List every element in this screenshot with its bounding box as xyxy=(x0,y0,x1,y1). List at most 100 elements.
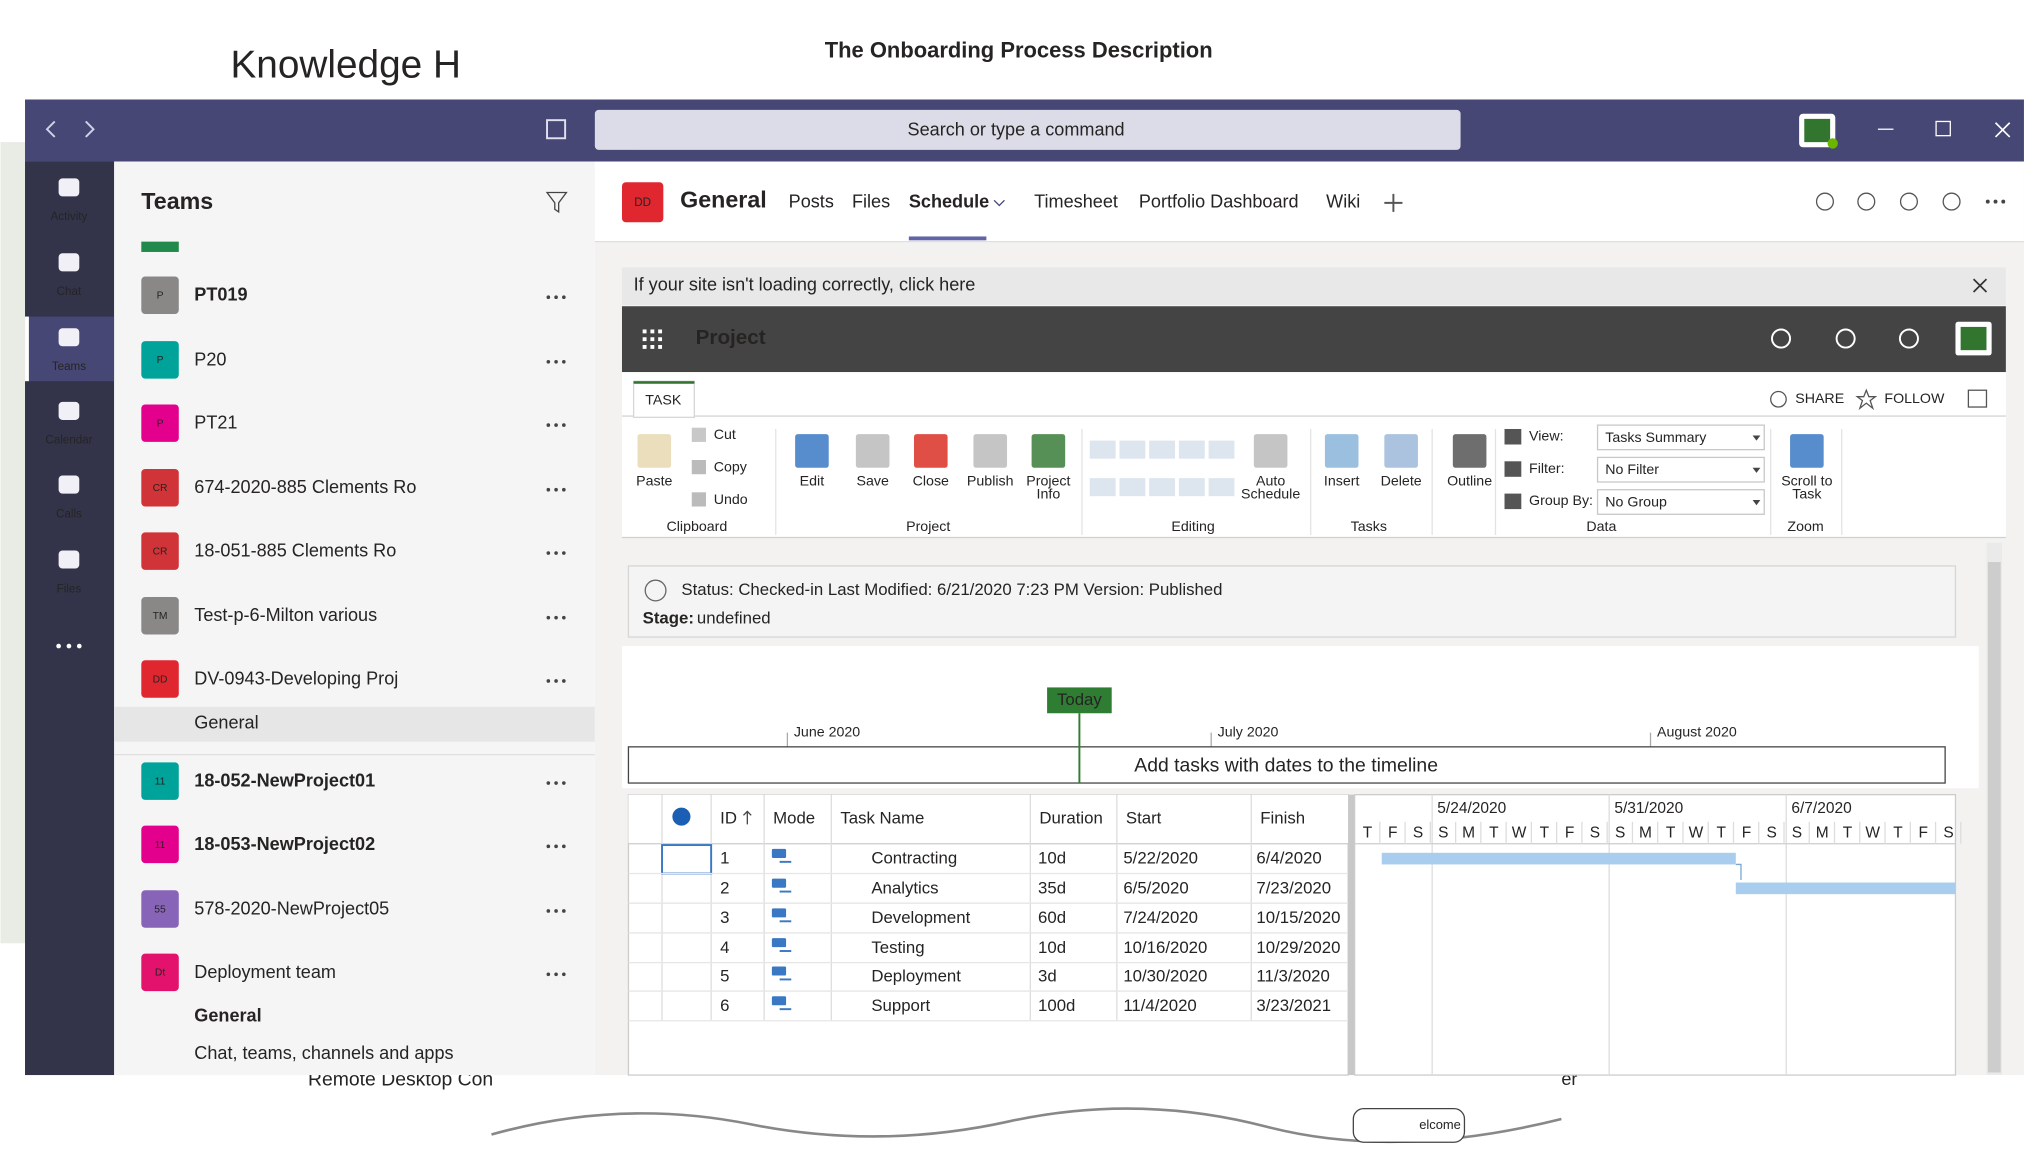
team-more-dot[interactable] xyxy=(546,551,551,555)
team-more-dot[interactable] xyxy=(546,781,551,785)
column-header[interactable]: ID xyxy=(720,809,737,828)
ribbon-button-icon[interactable] xyxy=(795,434,829,468)
team-more-dot[interactable] xyxy=(554,423,558,427)
ribbon-button-label[interactable]: Auto xyxy=(1256,474,1285,490)
search-box[interactable] xyxy=(594,109,1461,150)
team-more-dot[interactable] xyxy=(546,679,551,683)
header-icon[interactable] xyxy=(1857,192,1876,211)
suite-icon[interactable] xyxy=(1835,328,1856,349)
team-more-dot[interactable] xyxy=(562,359,566,364)
team-more-dot[interactable] xyxy=(546,295,551,299)
small-button[interactable]: Undo xyxy=(714,492,748,508)
channel-tab[interactable]: Portfolio Dashboard xyxy=(1139,192,1299,212)
team-more-dot[interactable] xyxy=(554,359,558,364)
banner-close[interactable] xyxy=(1972,278,1988,293)
ribbon-button-label[interactable]: Delete xyxy=(1381,474,1422,490)
team-more-dot[interactable] xyxy=(562,295,566,299)
ribbon-button-icon[interactable] xyxy=(1031,434,1066,468)
header-more-dot[interactable] xyxy=(1993,199,1998,204)
column-header[interactable]: Finish xyxy=(1260,809,1305,828)
team-more-dot[interactable] xyxy=(554,909,558,913)
waffle-dot[interactable] xyxy=(650,345,655,349)
team-more-dot[interactable] xyxy=(554,972,558,977)
rail-more-dot[interactable] xyxy=(56,643,61,649)
suite-icon[interactable] xyxy=(1771,328,1792,349)
channel-tab[interactable]: Posts xyxy=(789,192,834,212)
rail-icon[interactable] xyxy=(58,401,80,420)
nav-forward[interactable] xyxy=(85,120,95,138)
channel-tab[interactable]: Schedule xyxy=(909,192,989,212)
header-more-dot[interactable] xyxy=(2001,199,2006,204)
waffle-dot[interactable] xyxy=(642,329,647,334)
channel-tab[interactable]: Timesheet xyxy=(1034,192,1118,212)
ribbon-button-label[interactable]: Insert xyxy=(1324,474,1360,490)
team-more-dot[interactable] xyxy=(562,615,566,620)
banner-text[interactable]: If your site isn't loading correctly, cl… xyxy=(634,274,976,294)
header-icon[interactable] xyxy=(1942,192,1961,211)
team-more-dot[interactable] xyxy=(554,487,558,492)
column-header[interactable]: Start xyxy=(1126,809,1162,828)
team-more-dot[interactable] xyxy=(562,909,566,913)
dropdown[interactable] xyxy=(1596,424,1765,451)
ribbon-button-label[interactable]: Edit xyxy=(800,474,825,490)
team-more-dot[interactable] xyxy=(554,295,558,299)
maximize[interactable] xyxy=(1935,120,1951,137)
dropdown[interactable] xyxy=(1596,456,1765,483)
gantt-bar[interactable] xyxy=(1735,882,1956,895)
team-more-dot[interactable] xyxy=(562,551,566,555)
rail-more-dot[interactable] xyxy=(66,643,72,649)
ribbon-button-label[interactable]: Close xyxy=(913,474,949,490)
team-name[interactable]: Test-p-6-Milton various xyxy=(194,605,377,625)
team-more-dot[interactable] xyxy=(554,844,558,849)
ribbon-button-label[interactable]: Outline xyxy=(1447,474,1492,490)
team-more-dot[interactable] xyxy=(562,487,566,492)
ribbon-button-icon[interactable] xyxy=(973,434,1008,468)
ribbon-button-label[interactable]: Info xyxy=(1037,487,1061,503)
waffle-dot[interactable] xyxy=(650,329,655,334)
close-window[interactable] xyxy=(1994,122,2011,138)
channel-tab[interactable]: Wiki xyxy=(1326,192,1360,212)
waffle-dot[interactable] xyxy=(658,345,663,349)
team-name[interactable]: P20 xyxy=(194,349,226,369)
channel-name[interactable]: General xyxy=(194,1006,261,1026)
team-name[interactable]: Deployment team xyxy=(194,962,336,982)
ribbon-button-label[interactable]: Project xyxy=(1026,474,1070,490)
team-name[interactable]: 18-053-NewProject02 xyxy=(194,834,375,854)
tab-chevron[interactable] xyxy=(993,199,1005,207)
ribbon-button-label[interactable]: Task xyxy=(1792,487,1822,503)
ribbon-button-label[interactable]: Save xyxy=(856,474,888,490)
team-more-dot[interactable] xyxy=(562,972,566,977)
ribbon-button-icon[interactable] xyxy=(1253,434,1288,468)
header-icon[interactable] xyxy=(1899,192,1918,211)
rail-icon[interactable] xyxy=(58,253,80,272)
rail-icon[interactable] xyxy=(58,328,80,347)
column-header[interactable]: Mode xyxy=(773,809,815,828)
column-header[interactable]: Duration xyxy=(1039,809,1102,828)
ribbon-button-icon[interactable] xyxy=(914,434,948,468)
team-more-dot[interactable] xyxy=(546,487,551,492)
team-name[interactable]: PT019 xyxy=(194,285,247,305)
dropdown[interactable] xyxy=(1596,489,1765,515)
waffle-dot[interactable] xyxy=(642,337,647,342)
ribbon-button-icon[interactable] xyxy=(855,434,890,468)
team-more-dot[interactable] xyxy=(562,679,566,683)
team-more-dot[interactable] xyxy=(554,615,558,620)
ribbon-button-label[interactable]: Paste xyxy=(636,474,672,490)
waffle-dot[interactable] xyxy=(658,329,663,334)
ribbon-tab[interactable] xyxy=(632,380,695,419)
rail-icon[interactable] xyxy=(58,178,80,197)
add-tab[interactable] xyxy=(1384,193,1403,212)
team-more-dot[interactable] xyxy=(546,909,551,913)
waffle-dot[interactable] xyxy=(658,337,663,342)
filter-icon[interactable] xyxy=(545,191,568,214)
team-more-dot[interactable] xyxy=(546,844,551,849)
channel-tab[interactable]: Files xyxy=(852,192,890,212)
team-more-dot[interactable] xyxy=(546,615,551,620)
rail-icon[interactable] xyxy=(58,475,80,494)
team-more-dot[interactable] xyxy=(562,781,566,785)
ribbon-button-icon[interactable] xyxy=(1790,434,1824,468)
team-more-dot[interactable] xyxy=(562,844,566,849)
team-more-dot[interactable] xyxy=(562,423,566,427)
team-name[interactable]: DV-0943-Developing Proj xyxy=(194,668,398,688)
ribbon-button-label[interactable]: Scroll to xyxy=(1781,474,1832,490)
